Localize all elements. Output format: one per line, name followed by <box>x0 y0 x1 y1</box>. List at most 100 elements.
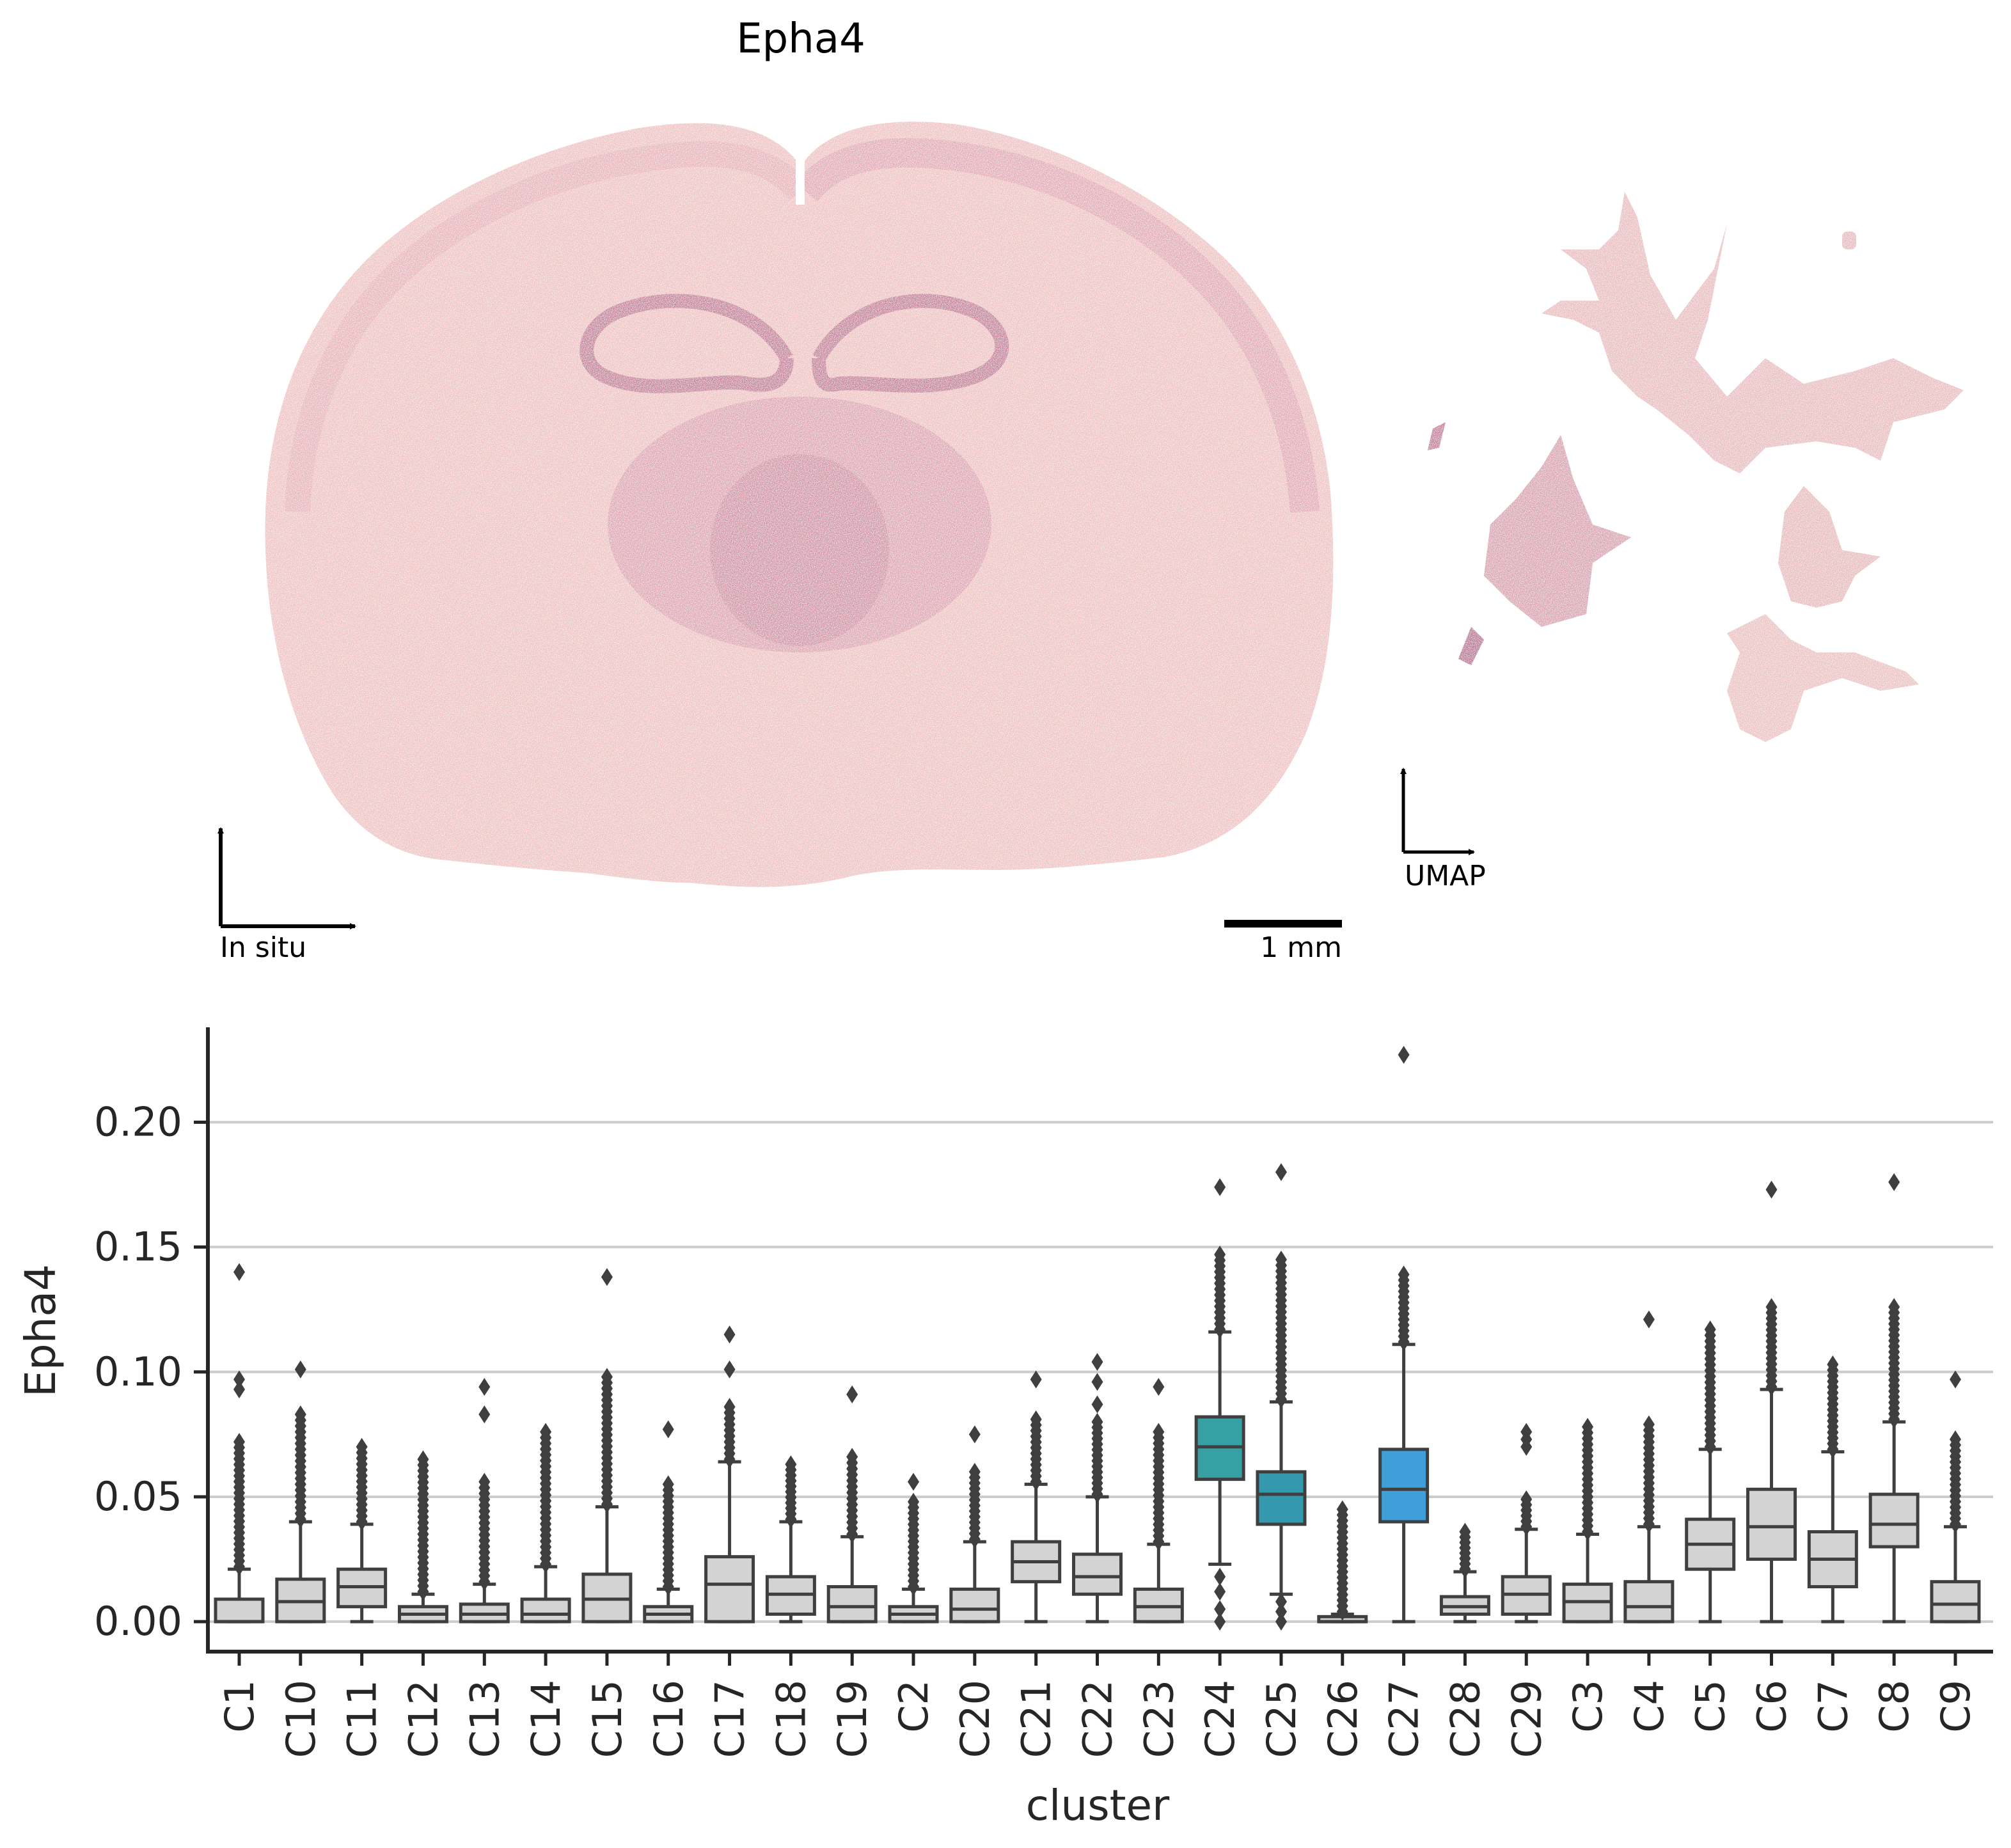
umap-cluster-dot <box>1842 232 1856 249</box>
x-tick-label-c1: C1 <box>216 1680 263 1733</box>
box-iqr <box>1930 1580 1981 1623</box>
flier-point <box>1459 1522 1471 1541</box>
flier-point <box>968 1425 981 1444</box>
flier-point <box>1214 1583 1226 1601</box>
figure-title: Epha4 <box>736 15 865 63</box>
box-iqr <box>1378 1448 1430 1524</box>
umap-cluster-small-left <box>1458 627 1484 665</box>
flier-point <box>723 1398 736 1416</box>
flier-point <box>662 1420 674 1439</box>
flier-point <box>1765 1180 1778 1199</box>
flier-point <box>294 1360 306 1378</box>
insitu-label: In situ <box>220 931 306 964</box>
box-c25 <box>1256 1163 1307 1631</box>
box-iqr <box>1746 1487 1797 1561</box>
boxes <box>214 1045 1981 1631</box>
umap-cluster-tiny <box>1428 422 1446 450</box>
flier-point <box>478 1405 491 1424</box>
x-tick-label-c6: C6 <box>1749 1680 1795 1733</box>
box-iqr <box>949 1587 1000 1623</box>
flier-point <box>1153 1378 1165 1396</box>
box-c19 <box>826 1385 878 1623</box>
flier-point <box>478 1378 491 1396</box>
x-tick-label-c18: C18 <box>768 1680 814 1758</box>
x-axis-label: cluster <box>1026 1781 1170 1830</box>
box-iqr <box>704 1555 755 1623</box>
flier-point <box>1030 1370 1042 1389</box>
flier-point <box>233 1263 245 1281</box>
box-iqr <box>1623 1580 1675 1623</box>
box-c21 <box>1011 1370 1062 1623</box>
box-c9 <box>1930 1370 1981 1623</box>
box-c20 <box>949 1425 1000 1623</box>
x-tick-label-c13: C13 <box>461 1680 508 1758</box>
x-tick-label-c19: C19 <box>829 1680 876 1758</box>
flier-point <box>785 1455 797 1474</box>
box-c6 <box>1746 1180 1797 1623</box>
thalamus-core <box>710 454 889 646</box>
x-tick-label-c2: C2 <box>890 1680 937 1733</box>
flier-point <box>1214 1600 1226 1618</box>
box-c2 <box>888 1473 939 1623</box>
box-iqr <box>1256 1470 1307 1526</box>
umap-cluster-lower <box>1727 614 1919 742</box>
flier-point <box>662 1475 674 1494</box>
box-c7 <box>1807 1355 1858 1623</box>
flier-point <box>1275 1592 1287 1611</box>
box-c8 <box>1868 1173 1920 1623</box>
box-c26 <box>1317 1500 1368 1623</box>
x-tick-label-c3: C3 <box>1565 1680 1611 1733</box>
x-tick-label-c16: C16 <box>645 1680 692 1758</box>
hippocampus-right <box>812 294 1009 393</box>
flier-point <box>233 1380 245 1399</box>
box-c10 <box>275 1360 326 1623</box>
flier-point <box>233 1433 245 1451</box>
x-tick-label-c17: C17 <box>707 1680 753 1758</box>
flier-point <box>1827 1355 1839 1374</box>
x-tick-label-c25: C25 <box>1258 1680 1305 1758</box>
x-tick-label-c11: C11 <box>339 1680 386 1758</box>
y-tick-label: 0.10 <box>94 1348 182 1395</box>
flier-point <box>908 1492 920 1511</box>
flier-point <box>1091 1353 1103 1371</box>
flier-point <box>601 1268 613 1286</box>
box-c5 <box>1685 1320 1736 1623</box>
box-c17 <box>704 1325 755 1623</box>
x-tick-label-c29: C29 <box>1503 1680 1550 1758</box>
box-c13 <box>459 1378 510 1623</box>
brain-cortex-band <box>285 141 810 512</box>
flier-point <box>601 1368 613 1386</box>
box-iqr <box>1072 1552 1123 1596</box>
flier-point <box>1398 1045 1410 1064</box>
flier-point <box>1398 1265 1410 1284</box>
box-c29 <box>1501 1423 1552 1623</box>
box-c22 <box>1072 1353 1123 1623</box>
flier-point <box>1214 1245 1226 1264</box>
box-c23 <box>1133 1378 1184 1623</box>
flier-point <box>1091 1373 1103 1391</box>
flier-point <box>1520 1490 1533 1508</box>
x-tick-label-c27: C27 <box>1381 1680 1428 1758</box>
flier-point <box>1704 1320 1716 1339</box>
box-c28 <box>1439 1522 1490 1623</box>
y-axis-label: Epha4 <box>16 1264 65 1397</box>
umap-axis-arrows <box>1400 768 1475 855</box>
flier-point <box>1888 1298 1900 1316</box>
flier-point <box>1520 1423 1533 1441</box>
x-tick-label-c28: C28 <box>1442 1680 1488 1758</box>
y-tick-label: 0.00 <box>94 1598 182 1645</box>
flier-point <box>1950 1430 1961 1449</box>
box-c12 <box>397 1450 448 1623</box>
x-tick-label-c7: C7 <box>1810 1680 1856 1733</box>
x-tick-label-c22: C22 <box>1075 1680 1121 1758</box>
box-c11 <box>336 1437 388 1623</box>
x-tick-label-c14: C14 <box>523 1680 569 1758</box>
box-iqr <box>826 1584 878 1623</box>
box-c27 <box>1378 1045 1430 1623</box>
x-tick-label-c8: C8 <box>1871 1680 1918 1733</box>
flier-point <box>417 1450 429 1469</box>
flier-point <box>1336 1500 1348 1519</box>
box-iqr <box>520 1597 571 1623</box>
flier-point <box>1030 1410 1042 1428</box>
